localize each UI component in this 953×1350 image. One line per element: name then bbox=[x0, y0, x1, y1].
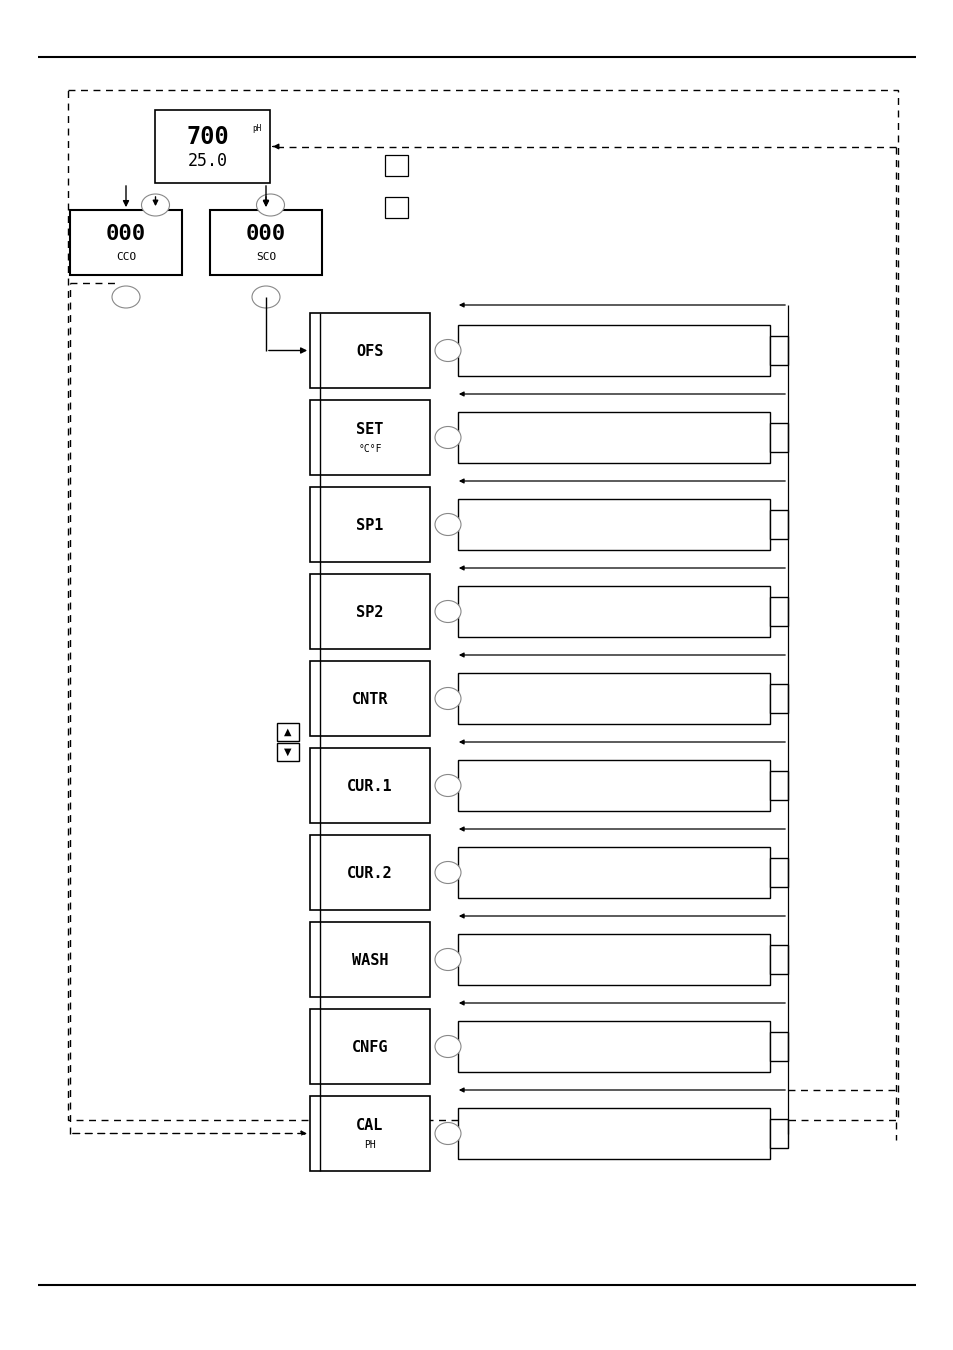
Text: CUR.1: CUR.1 bbox=[347, 779, 393, 794]
Ellipse shape bbox=[435, 861, 460, 883]
Bar bbox=[769, 1033, 787, 1061]
Bar bbox=[276, 724, 298, 741]
Bar bbox=[457, 760, 769, 811]
Text: SP1: SP1 bbox=[355, 518, 383, 533]
Bar bbox=[457, 412, 769, 463]
Ellipse shape bbox=[435, 775, 460, 796]
Bar bbox=[68, 90, 897, 1120]
Bar bbox=[769, 424, 787, 451]
Bar bbox=[310, 1008, 430, 1084]
Text: SET: SET bbox=[355, 423, 383, 437]
Text: °C°F: °C°F bbox=[358, 444, 381, 455]
Bar bbox=[769, 771, 787, 799]
Text: ▼: ▼ bbox=[284, 747, 292, 757]
Bar bbox=[310, 487, 430, 562]
Ellipse shape bbox=[256, 194, 284, 216]
Bar bbox=[276, 743, 298, 761]
Text: CAL: CAL bbox=[355, 1118, 383, 1133]
Bar bbox=[385, 155, 408, 176]
Text: ▲: ▲ bbox=[284, 728, 292, 737]
Bar bbox=[457, 1021, 769, 1072]
Bar bbox=[310, 1096, 430, 1170]
Text: 000: 000 bbox=[106, 224, 146, 244]
Ellipse shape bbox=[141, 194, 170, 216]
Text: PH: PH bbox=[364, 1141, 375, 1150]
Bar bbox=[457, 586, 769, 637]
Ellipse shape bbox=[435, 687, 460, 710]
Text: pH: pH bbox=[252, 124, 261, 134]
Bar bbox=[457, 1108, 769, 1160]
Text: CNTR: CNTR bbox=[352, 693, 388, 707]
Text: 700: 700 bbox=[186, 124, 229, 148]
Bar bbox=[769, 510, 787, 539]
Text: 000: 000 bbox=[246, 224, 286, 244]
Bar bbox=[210, 211, 322, 275]
Bar bbox=[457, 934, 769, 986]
Bar bbox=[310, 662, 430, 736]
Text: CUR.2: CUR.2 bbox=[347, 865, 393, 882]
Text: SCO: SCO bbox=[255, 252, 275, 262]
Ellipse shape bbox=[435, 1035, 460, 1057]
Text: CCO: CCO bbox=[115, 252, 136, 262]
Bar bbox=[310, 400, 430, 475]
Ellipse shape bbox=[435, 339, 460, 362]
Bar bbox=[70, 211, 182, 275]
Ellipse shape bbox=[435, 513, 460, 536]
Bar bbox=[457, 325, 769, 377]
Bar bbox=[769, 336, 787, 364]
Bar bbox=[457, 846, 769, 898]
Ellipse shape bbox=[252, 286, 280, 308]
Text: OFS: OFS bbox=[355, 344, 383, 359]
Bar bbox=[457, 500, 769, 549]
Bar bbox=[310, 922, 430, 998]
Ellipse shape bbox=[112, 286, 140, 308]
Text: SP2: SP2 bbox=[355, 605, 383, 620]
Bar bbox=[310, 313, 430, 387]
Bar bbox=[457, 674, 769, 724]
Text: WASH: WASH bbox=[352, 953, 388, 968]
Bar bbox=[769, 1119, 787, 1148]
Bar bbox=[154, 109, 270, 184]
Bar bbox=[385, 197, 408, 217]
Ellipse shape bbox=[435, 1122, 460, 1145]
Ellipse shape bbox=[435, 427, 460, 448]
Bar bbox=[769, 684, 787, 713]
Bar bbox=[310, 574, 430, 649]
Ellipse shape bbox=[435, 949, 460, 971]
Bar bbox=[310, 748, 430, 824]
Text: 25.0: 25.0 bbox=[188, 151, 227, 170]
Bar bbox=[769, 859, 787, 887]
Bar bbox=[769, 945, 787, 973]
Ellipse shape bbox=[435, 601, 460, 622]
Bar bbox=[310, 836, 430, 910]
Text: CNFG: CNFG bbox=[352, 1040, 388, 1054]
Bar bbox=[769, 598, 787, 625]
